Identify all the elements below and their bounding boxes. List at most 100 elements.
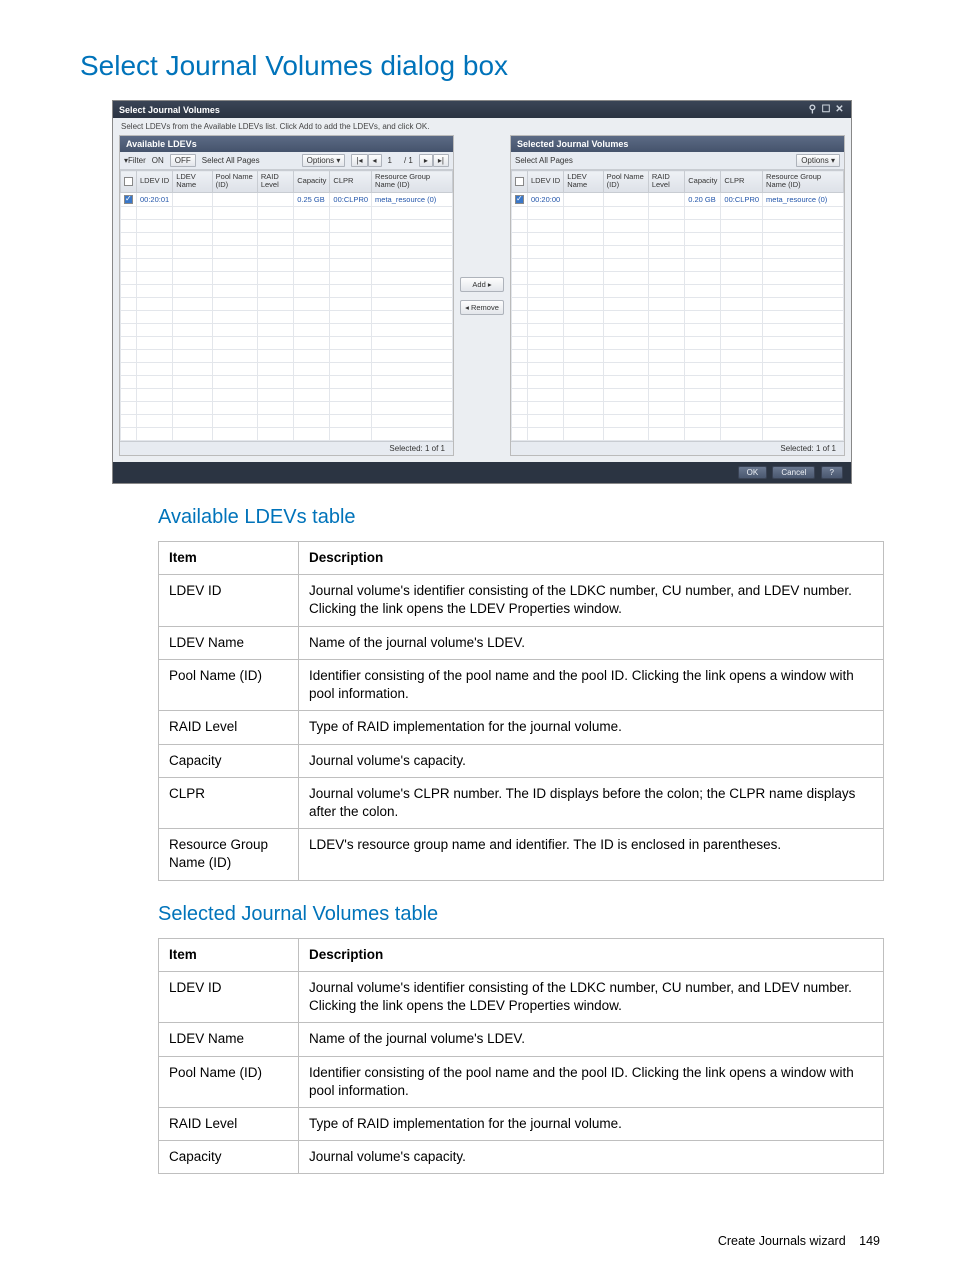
table-cell [121, 337, 137, 350]
table-cell [173, 311, 212, 324]
table-row [121, 350, 453, 363]
table-row: CapacityJournal volume's capacity. [159, 744, 884, 777]
table-cell [564, 350, 603, 363]
table-cell [372, 311, 453, 324]
filter-on[interactable]: ON [152, 156, 164, 165]
select-all-pages[interactable]: Select All Pages [515, 156, 573, 165]
item-cell: LDEV Name [159, 1023, 299, 1056]
table-row [121, 389, 453, 402]
table-cell [685, 337, 721, 350]
table-cell [173, 192, 212, 207]
pager-next-icon[interactable]: ▸ [419, 154, 433, 167]
table-cell [528, 259, 564, 272]
dialog-footer: OK Cancel ? [113, 462, 851, 483]
col-resource-group: Resource Group Name (ID) [372, 171, 453, 193]
table-cell [330, 246, 372, 259]
col-checkbox[interactable] [512, 171, 528, 193]
row-checkbox[interactable] [121, 192, 137, 207]
table-cell [372, 363, 453, 376]
item-cell: Pool Name (ID) [159, 659, 299, 710]
col-ldev-name: LDEV Name [564, 171, 603, 193]
options-button[interactable]: Options ▾ [302, 154, 346, 167]
maximize-icon[interactable]: ☐ [820, 104, 831, 115]
table-cell [330, 428, 372, 441]
table-cell [294, 246, 330, 259]
close-icon[interactable]: ✕ [834, 104, 845, 115]
table-cell [528, 324, 564, 337]
table-cell [603, 192, 648, 207]
select-all-pages[interactable]: Select All Pages [202, 156, 260, 165]
filter-label[interactable]: ▾Filter [124, 156, 146, 165]
table-cell [528, 233, 564, 246]
table-cell [372, 259, 453, 272]
table-cell [257, 402, 293, 415]
table-cell [512, 311, 528, 324]
table-row: LDEV NameName of the journal volume's LD… [159, 1023, 884, 1056]
pager-first-icon[interactable]: |◂ [351, 154, 367, 167]
table-cell [137, 285, 173, 298]
table-cell [603, 376, 648, 389]
table-cell [564, 311, 603, 324]
table-cell [528, 428, 564, 441]
table-row [121, 402, 453, 415]
table-cell [512, 415, 528, 428]
table-row [121, 272, 453, 285]
table-cell [763, 376, 844, 389]
table-cell [121, 428, 137, 441]
ok-button[interactable]: OK [738, 466, 768, 479]
table-cell [528, 363, 564, 376]
table-cell [173, 389, 212, 402]
table-cell [173, 259, 212, 272]
table-cell [648, 389, 684, 402]
table-cell [257, 350, 293, 363]
table-cell [685, 376, 721, 389]
help-button[interactable]: ? [821, 466, 843, 479]
pager-last-icon[interactable]: ▸| [433, 154, 449, 167]
table-cell [173, 272, 212, 285]
table-cell [173, 220, 212, 233]
table-cell [763, 298, 844, 311]
table-cell [137, 272, 173, 285]
table-row[interactable]: 00:20:000.20 GB00:CLPR0meta_resource (0) [512, 192, 844, 207]
table-cell [212, 402, 257, 415]
table-row: RAID LevelType of RAID implementation fo… [159, 711, 884, 744]
table-cell [648, 220, 684, 233]
table-cell [721, 259, 763, 272]
table-row [512, 402, 844, 415]
table-cell [564, 285, 603, 298]
table-cell [257, 389, 293, 402]
options-button[interactable]: Options ▾ [796, 154, 840, 167]
table-cell [512, 220, 528, 233]
selected-grid: LDEV ID LDEV Name Pool Name (ID) RAID Le… [511, 170, 844, 441]
remove-button[interactable]: ◂ Remove [460, 300, 504, 315]
row-checkbox[interactable] [512, 192, 528, 207]
header-item: Item [159, 938, 299, 971]
table-cell [603, 402, 648, 415]
table-cell [137, 311, 173, 324]
table-row [512, 246, 844, 259]
pager-prev-icon[interactable]: ◂ [368, 154, 382, 167]
table-cell [685, 207, 721, 220]
table-cell [528, 220, 564, 233]
table-cell: 0.20 GB [685, 192, 721, 207]
table-cell [528, 376, 564, 389]
table-cell [212, 259, 257, 272]
cancel-button[interactable]: Cancel [772, 466, 815, 479]
table-cell [294, 376, 330, 389]
table-cell [257, 259, 293, 272]
table-cell [603, 220, 648, 233]
table-cell [512, 207, 528, 220]
table-row [512, 350, 844, 363]
table-cell [137, 298, 173, 311]
table-cell [173, 402, 212, 415]
filter-off-button[interactable]: OFF [170, 154, 196, 167]
table-cell [512, 324, 528, 337]
col-checkbox[interactable] [121, 171, 137, 193]
table-row[interactable]: 00:20:010.25 GB00:CLPR0meta_resource (0) [121, 192, 453, 207]
table-cell [137, 337, 173, 350]
add-button[interactable]: Add ▸ [460, 277, 504, 292]
table-cell [648, 207, 684, 220]
dialog-select-journal-volumes: Select Journal Volumes ⚲ ☐ ✕ Select LDEV… [112, 100, 852, 484]
filter-icon[interactable]: ⚲ [807, 104, 818, 115]
table-cell [528, 285, 564, 298]
